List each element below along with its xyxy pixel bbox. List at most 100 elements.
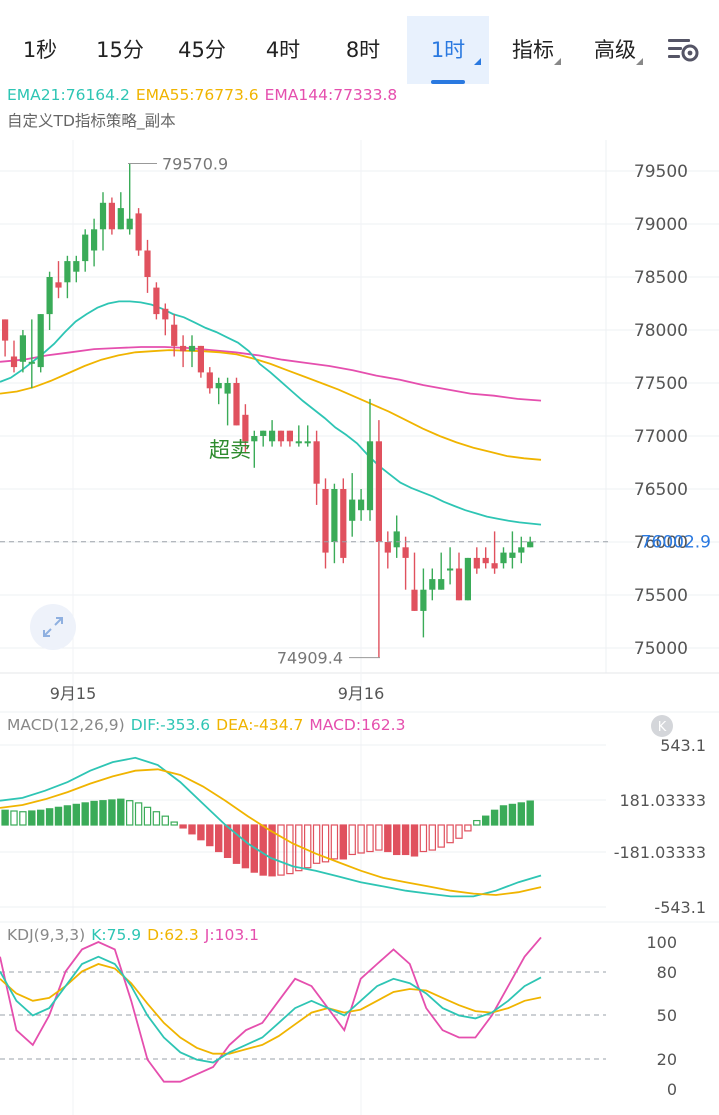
price-axis-label: 77500 — [634, 374, 688, 394]
candle-body — [242, 414, 249, 442]
tab-45m[interactable]: 45分 — [166, 16, 238, 84]
candle-body — [286, 430, 293, 442]
macd-histogram-bar — [473, 819, 481, 826]
macd-badge — [651, 715, 673, 737]
macd-histogram-bar — [366, 824, 374, 853]
candle-body — [171, 324, 178, 346]
macd-histogram-bar — [455, 824, 463, 839]
macd-histogram-bar — [72, 803, 80, 826]
tab-advanced[interactable]: 高级 — [579, 16, 651, 84]
chart-settings-button[interactable] — [666, 34, 702, 66]
candle-body — [37, 314, 44, 368]
active-tab-underline — [431, 80, 465, 84]
macd-histogram-bar — [99, 800, 107, 826]
tab-15m[interactable]: 15分 — [84, 16, 156, 84]
macd-histogram-bar — [125, 800, 134, 826]
candle-body — [384, 542, 391, 553]
macd-histogram-bar — [410, 824, 419, 857]
macd-histogram-bar — [437, 824, 445, 848]
candle-body — [82, 234, 89, 262]
macd-histogram-bar — [428, 824, 437, 851]
ema144-line — [0, 346, 542, 402]
candle-body — [108, 202, 115, 230]
tab-indicators[interactable]: 指标 — [497, 16, 569, 84]
candle-body — [46, 277, 53, 315]
kdj-j-line — [0, 936, 542, 1083]
price-axis-label: 79500 — [634, 162, 688, 182]
expand-icon — [43, 617, 63, 637]
macd-histogram-bar — [330, 824, 339, 860]
macd-histogram-bar — [117, 798, 125, 826]
candle-body — [402, 547, 409, 558]
price-axis-label: 76000 — [634, 533, 688, 553]
macd-histogram-bar — [464, 824, 472, 832]
tab-4h[interactable]: 4时 — [250, 16, 316, 84]
macd-axis-label: -181.03333 — [614, 843, 706, 862]
kdj-k: K:75.9 — [91, 926, 142, 944]
low-price-label: 74909.4 — [277, 649, 343, 668]
candle-body — [491, 563, 498, 569]
candle-body — [2, 319, 9, 341]
candle-body — [197, 345, 204, 373]
macd-histogram-bar — [1, 809, 9, 826]
macd-histogram-bar — [28, 810, 36, 826]
macd-histogram-bar — [517, 802, 526, 826]
dropdown-triangle-icon — [474, 58, 481, 65]
macd-histogram-bar — [526, 800, 534, 826]
macd-histogram-bar — [393, 824, 401, 856]
candle-body — [527, 541, 534, 548]
candle-body — [331, 489, 338, 542]
kdj-j: J:103.1 — [204, 926, 259, 944]
fullscreen-button[interactable] — [30, 604, 76, 650]
oversold-signal-label: 超卖 — [209, 438, 251, 462]
candle-body — [251, 436, 258, 442]
macd-histogram-bar — [197, 824, 205, 841]
candle-body — [340, 489, 347, 558]
tab-label: 45分 — [178, 38, 226, 62]
candle-body — [99, 202, 107, 230]
candle-body — [375, 441, 382, 542]
tab-label: 1秒 — [22, 38, 58, 62]
macd-dif-line — [0, 756, 542, 898]
time-axis-label: 9月16 — [338, 684, 385, 703]
ema55-line — [0, 349, 542, 461]
candle-body — [464, 557, 471, 601]
macd-histogram-bar — [357, 824, 365, 854]
candle-body — [233, 383, 240, 426]
macd-histogram-bar — [223, 824, 232, 859]
candle-body — [224, 383, 231, 394]
ema144-value: EMA144:77333.8 — [264, 86, 398, 104]
kdj-k-line — [0, 955, 542, 1064]
macd-histogram-bar — [81, 802, 89, 826]
macd-histogram-bar — [268, 824, 276, 877]
tab-8h[interactable]: 8时 — [330, 16, 396, 84]
kdj-axis-label: 100 — [646, 933, 677, 952]
price-axis-label: 78000 — [634, 321, 688, 341]
macd-histogram-bar — [241, 824, 250, 869]
macd-histogram-bar — [206, 824, 214, 847]
macd-dea-line — [0, 768, 542, 896]
ema21-value: EMA21:76164.2 — [7, 86, 130, 104]
chart-settings-icon — [668, 39, 699, 62]
dropdown-triangle-icon — [554, 58, 561, 65]
macd-histogram-bar — [108, 799, 116, 826]
macd-histogram-bar — [419, 824, 428, 853]
candle-body — [64, 261, 71, 283]
candle-body — [144, 250, 151, 277]
macd-histogram-bar — [375, 824, 383, 851]
kdj-legend: KDJ(9,3,3) K:75.9 D:62.3 J:103.1 — [7, 926, 265, 944]
candle-body — [295, 441, 302, 444]
macd-histogram-bar — [63, 805, 72, 826]
macd-histogram-bar — [143, 806, 152, 826]
kdj-axis-label: 50 — [657, 1006, 677, 1025]
kdj-axis-label: 20 — [657, 1050, 677, 1069]
candle-body — [91, 229, 98, 251]
tab-1h[interactable]: 1时 — [407, 16, 489, 84]
candle-body — [117, 208, 124, 230]
tab-1s[interactable]: 1秒 — [6, 16, 74, 84]
candle-body — [153, 287, 160, 315]
macd-histogram-bar — [277, 824, 285, 876]
ema55-value: EMA55:76773.6 — [135, 86, 259, 104]
macd-legend: MACD(12,26,9) DIF:-353.6 DEA:-434.7 MACD:16… — [7, 716, 411, 734]
